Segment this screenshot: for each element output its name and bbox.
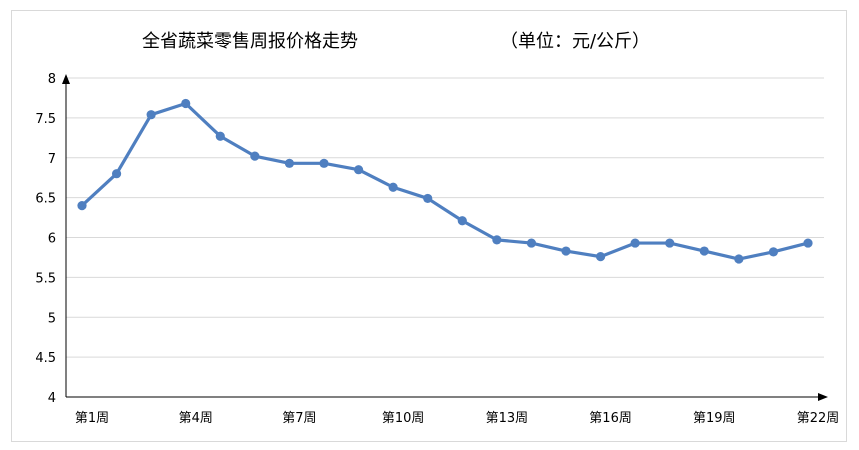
data-point — [215, 131, 225, 141]
data-point — [423, 193, 433, 204]
y-tick-label: 4.5 — [35, 351, 56, 366]
data-point — [457, 216, 467, 226]
grid-lines — [66, 77, 824, 358]
y-tick-labels: 4 4.5 5 5.5 6 6.5 7 7.5 8 — [35, 72, 56, 406]
data-point — [284, 158, 295, 168]
x-tick-label: 第16周 — [589, 411, 632, 426]
data-point — [768, 247, 779, 257]
x-tick-label: 第22周 — [797, 411, 840, 426]
data-point — [181, 98, 191, 109]
y-tick-label: 8 — [48, 72, 56, 87]
data-point — [250, 151, 260, 161]
data-point — [595, 252, 606, 262]
chart-unit-note: （单位：元/公斤） — [500, 31, 650, 52]
y-tick-label: 6.5 — [35, 192, 56, 207]
x-tick-labels: 第1周 第4周 第7周 第10周 第13周 第16周 第19周 第22周 — [75, 411, 839, 426]
data-point — [77, 201, 87, 211]
x-tick-label: 第19周 — [693, 411, 736, 426]
y-axis-arrow — [62, 74, 70, 84]
data-point — [388, 182, 398, 192]
data-point — [803, 238, 813, 248]
x-tick-label: 第13周 — [486, 411, 529, 426]
data-point — [492, 235, 502, 245]
y-tick-label: 7 — [48, 152, 56, 167]
x-tick-label: 第10周 — [382, 411, 425, 426]
data-point — [734, 254, 744, 264]
y-tick-label: 4 — [48, 391, 56, 406]
data-point — [111, 169, 122, 179]
y-tick-label: 6 — [48, 232, 56, 247]
x-tick-label: 第1周 — [75, 411, 109, 426]
data-point — [665, 238, 675, 248]
data-point — [146, 110, 156, 120]
data-point — [353, 165, 364, 175]
chart-title-group: 全省蔬菜零售周报价格走势 （单位：元/公斤） — [142, 31, 650, 52]
chart-frame — [11, 10, 847, 442]
data-point — [699, 246, 709, 256]
x-axis-arrow — [818, 393, 828, 401]
chart-title: 全省蔬菜零售周报价格走势 — [142, 31, 358, 52]
y-tick-label: 5 — [48, 311, 56, 326]
data-point — [319, 158, 329, 168]
axes — [62, 74, 828, 401]
series-price — [77, 98, 813, 264]
y-tick-label: 7.5 — [35, 112, 56, 127]
data-point — [526, 238, 537, 248]
data-point — [630, 238, 640, 248]
x-tick-label: 第7周 — [282, 411, 316, 426]
data-point — [561, 246, 571, 256]
y-tick-label: 5.5 — [35, 271, 56, 286]
series-line — [80, 101, 810, 261]
x-tick-label: 第4周 — [179, 411, 213, 426]
